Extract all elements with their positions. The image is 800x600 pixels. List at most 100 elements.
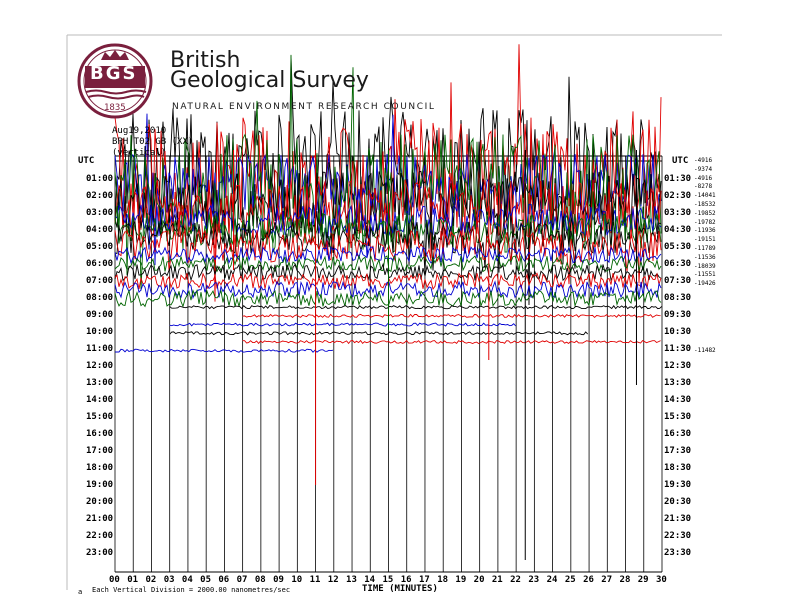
x-tick-label: 24 xyxy=(546,575,558,585)
x-tick-label: 23 xyxy=(528,575,540,585)
trace-value-label: -9374 xyxy=(694,165,713,173)
right-y-tick: 01:30 xyxy=(664,174,692,184)
left-y-tick: 22:00 xyxy=(86,531,114,541)
trace-value-label: -4916 xyxy=(694,174,713,182)
footer-marker: a xyxy=(78,588,83,596)
right-y-tick: 20:30 xyxy=(664,497,692,507)
x-tick-label: 13 xyxy=(346,575,357,585)
trace-value-label: -14041 xyxy=(694,192,716,200)
left-y-tick: 11:00 xyxy=(86,344,114,354)
left-y-tick: 15:00 xyxy=(86,412,114,422)
left-y-tick: 21:00 xyxy=(86,514,114,524)
right-y-tick: 21:30 xyxy=(664,514,692,524)
seismic-trace-red xyxy=(242,339,661,345)
seismic-trace-red xyxy=(242,313,661,319)
right-y-tick: 13:30 xyxy=(664,378,692,388)
right-y-tick: 17:30 xyxy=(664,446,692,456)
left-y-tick: 06:00 xyxy=(86,259,114,269)
left-y-tick: 13:00 xyxy=(86,378,114,388)
trace-value-label: -4916 xyxy=(694,157,713,164)
x-tick-label: 30 xyxy=(656,575,667,585)
right-y-tick: 06:30 xyxy=(664,259,692,269)
org-subtitle: NATURAL ENVIRONMENT RESEARCH COUNCIL xyxy=(172,102,436,112)
right-y-tick: 16:30 xyxy=(664,429,692,439)
x-tick-label: 19 xyxy=(455,575,467,585)
x-tick-label: 21 xyxy=(491,575,503,585)
left-y-tick: 08:00 xyxy=(86,293,114,303)
right-y-tick: 10:30 xyxy=(664,327,692,337)
x-tick-label: 01 xyxy=(127,575,139,585)
crown-icon xyxy=(101,50,129,60)
scale-note: Each Vertical Division = 2000.00 nanomet… xyxy=(92,586,291,594)
trace-value-label: -11789 xyxy=(694,245,716,252)
org-title-line1: British xyxy=(170,48,241,73)
left-y-tick: 20:00 xyxy=(86,497,114,507)
right-y-tick: 05:30 xyxy=(664,242,692,252)
x-tick-label: 02 xyxy=(145,575,157,585)
right-axis-title: UTC xyxy=(672,156,689,166)
x-tick-label: 05 xyxy=(200,575,211,585)
left-y-tick: 17:00 xyxy=(86,446,114,456)
trace-value-label: -19151 xyxy=(694,236,716,244)
seismic-trace-black xyxy=(169,305,663,310)
x-tick-label: 18 xyxy=(437,575,449,585)
left-y-tick: 05:00 xyxy=(86,242,114,252)
x-tick-label: 10 xyxy=(291,575,303,585)
left-y-tick: 01:00 xyxy=(86,174,114,184)
left-y-tick: 10:00 xyxy=(86,327,114,337)
seismic-traces xyxy=(114,44,663,560)
trace-value-label: -11482 xyxy=(694,347,716,354)
right-y-tick: 23:30 xyxy=(664,548,692,558)
right-y-tick: 18:30 xyxy=(664,463,692,473)
x-tick-label: 29 xyxy=(637,575,649,585)
right-y-tick: 08:30 xyxy=(664,293,692,303)
trace-value-label: -18532 xyxy=(694,201,716,208)
right-y-tick: 15:30 xyxy=(664,412,692,422)
trace-value-label: -19852 xyxy=(694,209,716,217)
org-title-line2: Geological Survey xyxy=(170,68,369,93)
left-y-tick: 03:00 xyxy=(86,208,114,218)
right-y-tick: 19:30 xyxy=(664,480,692,490)
left-y-tick: 16:00 xyxy=(86,429,114,439)
x-tick-label: 15 xyxy=(382,575,394,585)
x-tick-label: 06 xyxy=(218,575,230,585)
seismic-trace-blue xyxy=(169,322,517,327)
x-tick-label: 03 xyxy=(163,575,175,585)
left-y-tick: 09:00 xyxy=(86,310,114,320)
x-tick-label: 17 xyxy=(418,575,430,585)
left-y-tick: 19:00 xyxy=(86,480,114,490)
left-axis-title: UTC xyxy=(78,156,95,166)
x-tick-label: 07 xyxy=(236,575,248,585)
right-y-tick: 02:30 xyxy=(664,191,692,201)
component-label: (vertical) xyxy=(112,148,167,158)
trace-value-label: -11536 xyxy=(694,253,716,261)
right-y-tick: 04:30 xyxy=(664,225,692,235)
seismic-trace-black xyxy=(169,331,589,336)
trace-value-label: -8278 xyxy=(694,183,713,191)
logo-text: BGS xyxy=(90,63,138,84)
x-tick-label: 08 xyxy=(254,575,266,585)
x-tick-label: 14 xyxy=(364,575,376,585)
right-y-tick: 11:30 xyxy=(664,344,692,354)
logo-year: 1835 xyxy=(104,103,126,113)
left-y-tick: 23:00 xyxy=(86,548,114,558)
right-y-tick: 07:30 xyxy=(664,276,692,286)
left-y-tick: 14:00 xyxy=(86,395,114,405)
left-y-tick: 02:00 xyxy=(86,191,114,201)
right-y-tick: 14:30 xyxy=(664,395,692,405)
station-code: BPH T02 GB (XX) xyxy=(112,137,194,147)
record-date: Aug19,2010 xyxy=(112,126,167,136)
x-tick-label: 11 xyxy=(309,575,321,585)
x-tick-label: 16 xyxy=(400,575,412,585)
right-y-tick: 03:30 xyxy=(664,208,692,218)
trace-value-label: -19782 xyxy=(694,218,716,226)
x-tick-label: 20 xyxy=(473,575,485,585)
x-tick-label: 00 xyxy=(109,575,120,585)
trace-value-label: -18039 xyxy=(694,262,716,270)
right-y-tick: 22:30 xyxy=(664,531,692,541)
seismic-trace-blue xyxy=(114,348,334,353)
trace-value-label: -19426 xyxy=(694,280,716,288)
x-tick-label: 04 xyxy=(181,575,193,585)
trace-value-label: -11936 xyxy=(694,227,716,235)
